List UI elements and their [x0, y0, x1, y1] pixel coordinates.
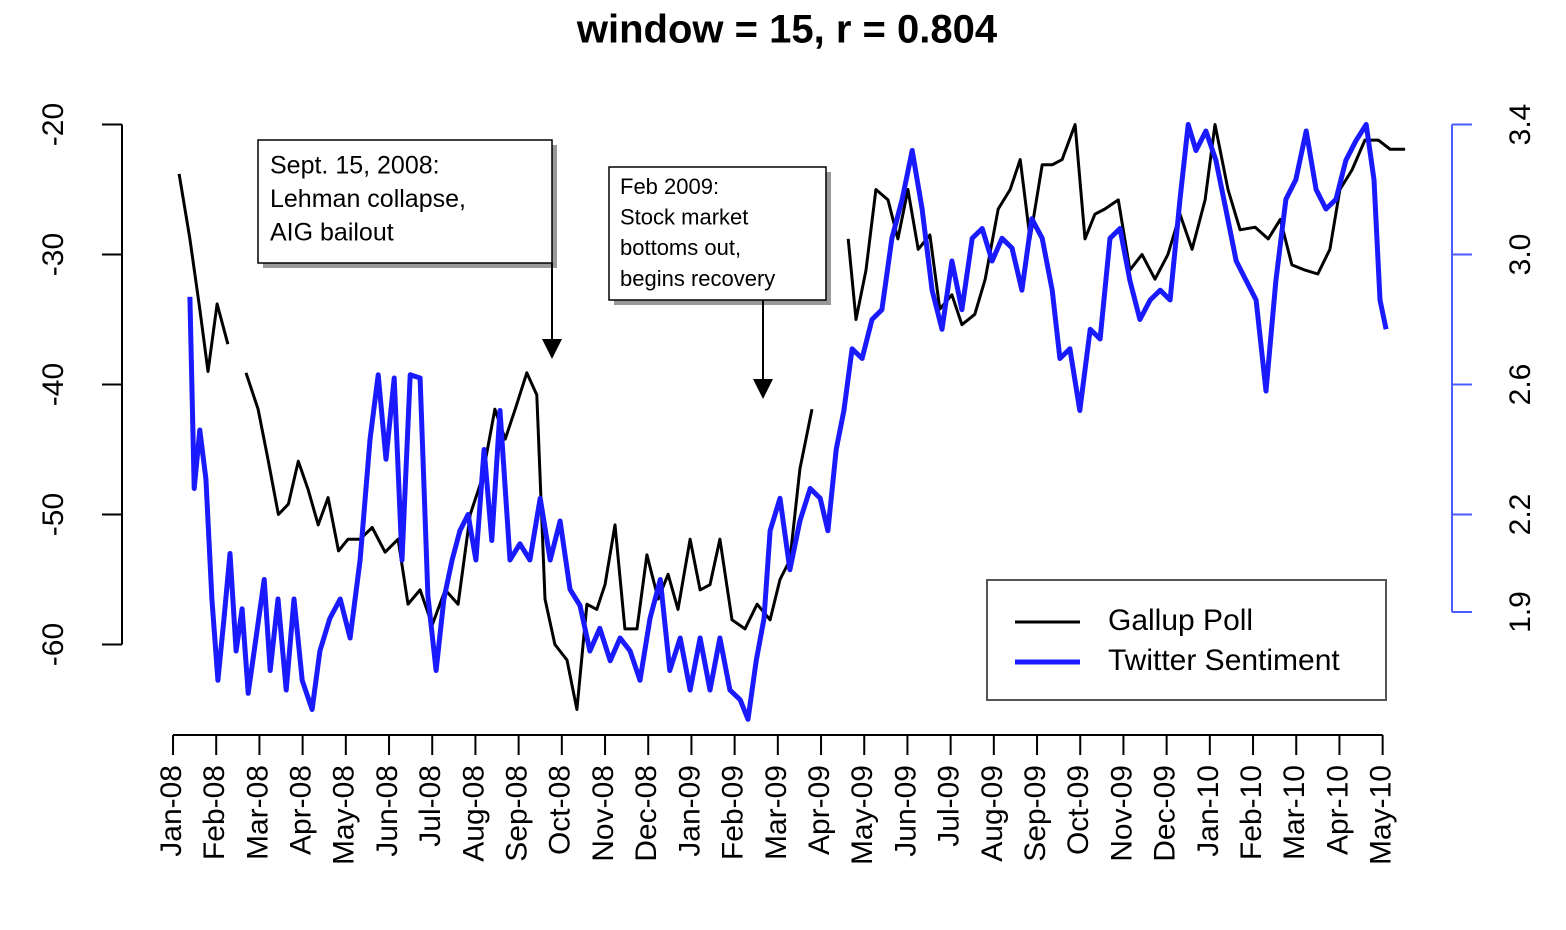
annotation-text: Stock market	[620, 205, 748, 230]
y2-tick-label: 2.2	[1504, 494, 1537, 536]
x-tick-label: Jun-09	[889, 765, 922, 857]
y2-tick-label: 1.9	[1504, 591, 1537, 633]
annotation-text: bottoms out,	[620, 235, 741, 260]
x-tick-label: Nov-08	[587, 765, 620, 862]
x-tick-label: Jul-09	[933, 765, 966, 847]
annotation-box	[257, 139, 553, 264]
y2-tick-label: 2.6	[1504, 364, 1537, 406]
y-tick-label: -40	[37, 363, 70, 406]
y-tick-label: -50	[37, 493, 70, 536]
x-tick-label: Feb-09	[717, 765, 750, 860]
x-tick-label: Jan-10	[1192, 765, 1225, 857]
x-tick-label: Dec-09	[1149, 765, 1182, 862]
y-tick-label: -30	[37, 233, 70, 276]
x-tick-label: Mar-08	[241, 765, 274, 860]
x-tick-label: Apr-08	[285, 765, 318, 855]
x-tick-label: Jun-08	[371, 765, 404, 857]
x-tick-label: Oct-08	[544, 765, 577, 855]
annotation-text: begins recovery	[620, 266, 775, 291]
y2-tick-label: 3.4	[1504, 104, 1537, 146]
x-tick-label: Mar-09	[760, 765, 793, 860]
x-tick-label: May-08	[328, 765, 361, 865]
x-tick-label: Aug-09	[976, 765, 1009, 862]
series-line	[177, 123, 1406, 711]
chart-title: window = 15, r = 0.804	[576, 8, 998, 52]
legend-box	[986, 579, 1387, 701]
x-tick-label: May-10	[1365, 765, 1398, 865]
x-tick-label: Oct-09	[1062, 765, 1095, 855]
annotation-text: Feb 2009:	[620, 174, 719, 199]
x-tick-label: Mar-10	[1278, 765, 1311, 860]
annotation-text: Sept. 15, 2008:	[270, 152, 440, 180]
x-tick-label: Aug-08	[457, 765, 490, 862]
y2-tick-label: 3.0	[1504, 234, 1537, 276]
x-tick-label: Feb-10	[1235, 765, 1268, 860]
x-tick-label: Feb-08	[198, 765, 231, 860]
x-tick-label: Jan-08	[155, 765, 188, 857]
x-tick-label: Jan-09	[673, 765, 706, 857]
annotation-box	[608, 166, 827, 301]
x-tick-label: Jul-08	[414, 765, 447, 847]
x-tick-label: Nov-09	[1105, 765, 1138, 862]
y-tick-label: -20	[37, 103, 70, 146]
x-tick-label: Sep-08	[501, 765, 534, 862]
x-tick-label: May-09	[846, 765, 879, 865]
legend-label: Gallup Poll	[1108, 604, 1253, 637]
x-tick-label: Sep-09	[1019, 765, 1052, 862]
x-tick-label: Dec-08	[630, 765, 663, 862]
y-tick-label: -60	[37, 623, 70, 666]
x-tick-label: Apr-10	[1321, 765, 1354, 855]
series-line	[187, 122, 1389, 722]
annotation-text: AIG bailout	[270, 219, 394, 247]
x-tick-label: Apr-09	[803, 765, 836, 855]
annotation-text: Lehman collapse,	[270, 185, 466, 213]
legend-label: Twitter Sentiment	[1108, 644, 1340, 677]
